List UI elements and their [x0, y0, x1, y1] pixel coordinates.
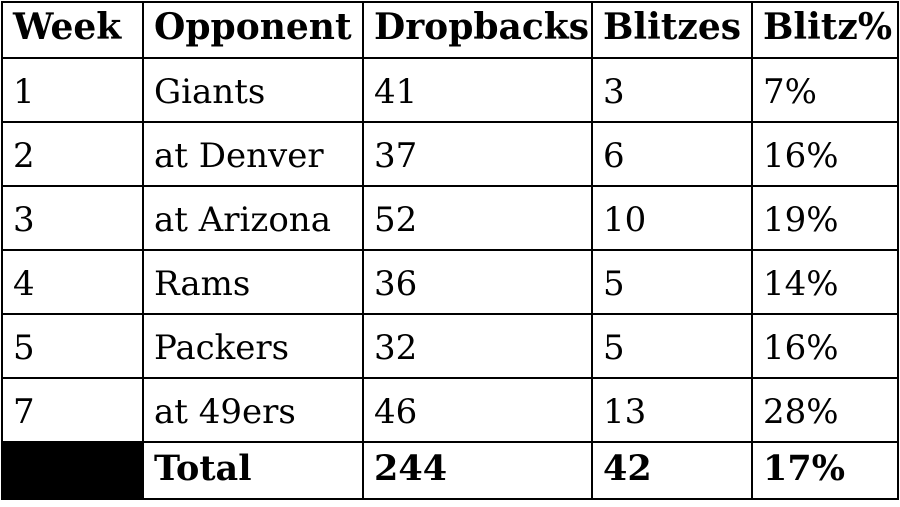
cell-week: 7 — [1, 377, 144, 443]
table-row: 7 at 49ers 46 13 28% — [1, 377, 899, 443]
cell-blitz-pct: 7% — [751, 57, 899, 123]
cell-blitzes: 13 — [591, 377, 753, 443]
cell-dropbacks: 52 — [362, 185, 593, 251]
header-cell-opponent: Opponent — [142, 1, 364, 59]
cell-blitzes: 3 — [591, 57, 753, 123]
cell-week: 5 — [1, 313, 144, 379]
total-dropbacks-cell: 244 — [362, 441, 593, 500]
cell-dropbacks: 46 — [362, 377, 593, 443]
header-cell-blitzes: Blitzes — [591, 1, 753, 59]
cell-blitzes: 10 — [591, 185, 753, 251]
table-row: 4 Rams 36 5 14% — [1, 249, 899, 315]
cell-blitz-pct: 16% — [751, 121, 899, 187]
cell-blitzes: 6 — [591, 121, 753, 187]
cell-week: 3 — [1, 185, 144, 251]
cell-opponent: Packers — [142, 313, 364, 379]
cell-opponent: at 49ers — [142, 377, 364, 443]
table-header-row: Week Opponent Dropbacks Blitzes Blitz% — [1, 1, 899, 59]
cell-dropbacks: 36 — [362, 249, 593, 315]
total-blitz-pct-cell: 17% — [751, 441, 899, 500]
table-row: 2 at Denver 37 6 16% — [1, 121, 899, 187]
table-row: 3 at Arizona 52 10 19% — [1, 185, 899, 251]
table-row: 1 Giants 41 3 7% — [1, 57, 899, 123]
header-cell-week: Week — [1, 1, 144, 59]
cell-week: 1 — [1, 57, 144, 123]
cell-dropbacks: 37 — [362, 121, 593, 187]
cell-opponent: at Denver — [142, 121, 364, 187]
cell-dropbacks: 41 — [362, 57, 593, 123]
cell-blitz-pct: 28% — [751, 377, 899, 443]
cell-blitz-pct: 14% — [751, 249, 899, 315]
header-cell-blitz-pct: Blitz% — [751, 1, 899, 59]
total-week-filled-cell — [1, 441, 144, 500]
table-row: 5 Packers 32 5 16% — [1, 313, 899, 379]
cell-blitz-pct: 16% — [751, 313, 899, 379]
cell-week: 4 — [1, 249, 144, 315]
cell-week: 2 — [1, 121, 144, 187]
cell-opponent: Giants — [142, 57, 364, 123]
cell-dropbacks: 32 — [362, 313, 593, 379]
header-cell-dropbacks: Dropbacks — [362, 1, 593, 59]
cell-blitz-pct: 19% — [751, 185, 899, 251]
total-blitzes-cell: 42 — [591, 441, 753, 500]
cell-opponent: Rams — [142, 249, 364, 315]
total-label-cell: Total — [142, 441, 364, 500]
cell-blitzes: 5 — [591, 249, 753, 315]
cell-blitzes: 5 — [591, 313, 753, 379]
cell-opponent: at Arizona — [142, 185, 364, 251]
table-total-row: Total 244 42 17% — [1, 441, 899, 500]
